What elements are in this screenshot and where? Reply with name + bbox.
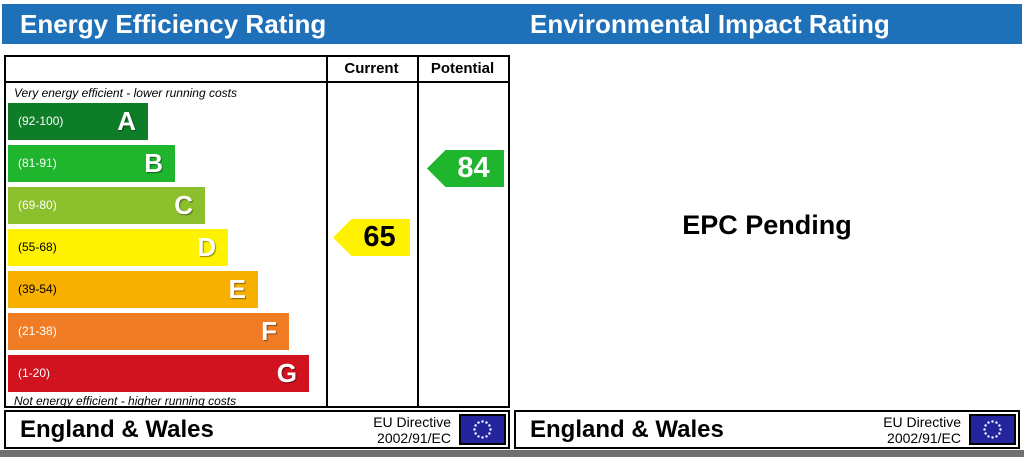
eu-directive-line1: EU Directive (373, 413, 451, 430)
column-divider-potential (417, 57, 419, 406)
band-range-label: (92-100) (18, 114, 64, 128)
current-rating-value: 65 (363, 221, 396, 253)
region-label: England & Wales (530, 415, 724, 443)
footer-right: England & Wales EU Directive 2002/91/EC (514, 410, 1020, 449)
column-divider-current (326, 57, 328, 406)
environmental-impact-title: Environmental Impact Rating (530, 9, 890, 39)
band-range-label: (69-80) (18, 198, 57, 212)
table-header-row: Current Potential (6, 57, 508, 83)
band-letter: E (228, 274, 246, 304)
band-range-label: (21-38) (18, 324, 57, 338)
eu-directive-line2: 2002/91/EC (887, 429, 961, 446)
eu-flag-icon (459, 414, 506, 445)
potential-rating-value: 84 (457, 152, 490, 184)
rating-band-g: (1-20) G (8, 355, 309, 392)
potential-rating-arrow: 84 (427, 150, 504, 187)
rating-band-a: (92-100) A (8, 103, 148, 140)
current-column-header: Current (344, 60, 399, 77)
band-range-label: (55-68) (18, 240, 57, 254)
bottom-strip (0, 450, 1024, 457)
eu-directive-label: EU Directive 2002/91/EC (373, 414, 459, 446)
region-label: England & Wales (20, 415, 214, 443)
current-rating-arrow: 65 (333, 219, 410, 256)
band-range-label: (1-20) (18, 366, 51, 380)
band-range-label: (39-54) (18, 282, 57, 296)
header-bar: Energy Efficiency Rating Environmental I… (2, 4, 1022, 44)
eu-directive-label: EU Directive 2002/91/EC (883, 414, 969, 446)
epc-bands: (92-100) A (81-91) B (69-80) C (55-68) D (39-54)… (8, 103, 309, 397)
band-letter: G (276, 358, 297, 388)
energy-efficiency-title: Energy Efficiency Rating (20, 9, 327, 39)
rating-band-c: (69-80) C (8, 187, 205, 224)
band-range-label: (81-91) (18, 156, 57, 170)
eu-directive-line2: 2002/91/EC (377, 429, 451, 446)
potential-column-header: Potential (430, 60, 495, 77)
band-letter: F (261, 316, 277, 346)
rating-band-b: (81-91) B (8, 145, 175, 182)
epc-pending-text: EPC Pending (682, 210, 852, 240)
top-caption: Very energy efficient - lower running co… (14, 86, 237, 100)
footer-left: England & Wales EU Directive 2002/91/EC (4, 410, 510, 449)
band-letter: D (197, 232, 216, 262)
rating-band-e: (39-54) E (8, 271, 258, 308)
bottom-caption: Not energy efficient - higher running co… (14, 394, 237, 408)
eu-flag-icon (969, 414, 1016, 445)
energy-efficiency-table: Current Potential Very energy efficient … (4, 55, 510, 408)
eu-directive-line1: EU Directive (883, 413, 961, 430)
band-letter: A (117, 106, 136, 136)
band-letter: B (144, 148, 163, 178)
rating-band-d: (55-68) D (8, 229, 228, 266)
band-letter: C (174, 190, 193, 220)
rating-band-f: (21-38) F (8, 313, 289, 350)
